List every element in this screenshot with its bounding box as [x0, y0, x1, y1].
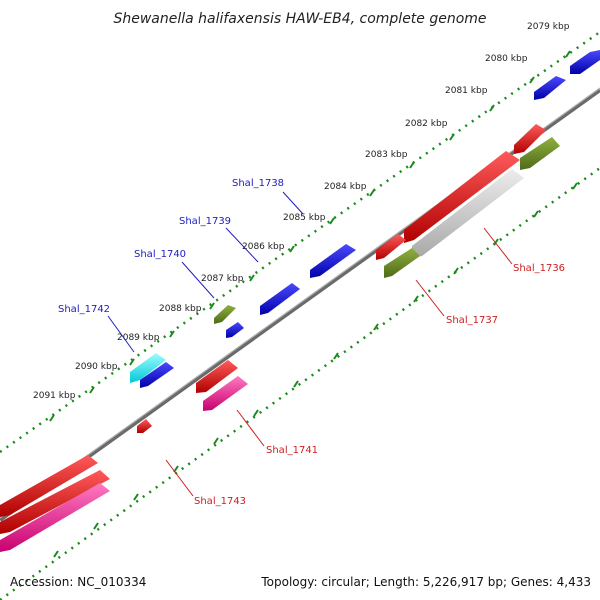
rrna-shal-1741[interactable]: [203, 376, 248, 411]
gene-block-2089-red[interactable]: [196, 360, 238, 393]
gene-label-shal-1742[interactable]: Shal_1742: [58, 304, 110, 315]
gene-block-2084-red[interactable]: [376, 234, 406, 260]
tick-label-2084: 2084 kbp: [324, 182, 367, 192]
tick-label-2081: 2081 kbp: [445, 86, 488, 96]
gene-block-shal-1736[interactable]: [412, 169, 524, 258]
major-ticks: [49, 50, 578, 558]
tick-label-2080: 2080 kbp: [485, 54, 528, 64]
forward-features: [130, 50, 600, 388]
gene-label-shal-1741[interactable]: Shal_1741: [266, 445, 318, 456]
tick-label-2086: 2086 kbp: [242, 242, 285, 252]
tick-label-2087: 2087 kbp: [201, 274, 244, 284]
tick-label-2091: 2091 kbp: [33, 391, 76, 401]
gene-label-shal-1739[interactable]: Shal_1739: [179, 216, 231, 227]
map-title: Shewanella halifaxensis HAW-EB4, complet…: [113, 11, 486, 27]
gene-label-shal-1738[interactable]: Shal_1738: [232, 178, 284, 189]
gene-label-shal-1736[interactable]: Shal_1736: [513, 263, 565, 274]
trna-shal-1737[interactable]: [384, 248, 420, 278]
gene-block-shal-1736-red[interactable]: [404, 151, 520, 243]
tick-label-2089: 2089 kbp: [117, 333, 160, 343]
gene-label-shal-1740[interactable]: Shal_1740: [134, 249, 186, 260]
gene-block-2082-red[interactable]: [514, 124, 546, 154]
gene-label-shal-1737[interactable]: Shal_1737: [446, 315, 498, 326]
gene-block-2090[interactable]: [140, 362, 174, 388]
tick-label-2082: 2082 kbp: [405, 119, 448, 129]
gene-block-shal-1740[interactable]: [226, 322, 244, 338]
tick-label-2088: 2088 kbp: [159, 304, 202, 314]
gene-block-shal-1738[interactable]: [310, 244, 356, 278]
gene-block-shal-1743[interactable]: [137, 419, 152, 433]
tick-label-2090: 2090 kbp: [75, 362, 118, 372]
gene-block-2080[interactable]: [534, 76, 566, 100]
gene-label-shal-1743[interactable]: Shal_1743: [194, 496, 246, 507]
trna-2088[interactable]: [214, 305, 236, 324]
misc-feature-shal-1742[interactable]: [130, 353, 166, 383]
tick-label-2085: 2085 kbp: [283, 213, 326, 223]
upper-tick-track: [0, 30, 600, 454]
topology-text: Topology: circular; Length: 5,226,917 bp…: [260, 575, 591, 589]
lower-tick-track: [0, 166, 600, 600]
reverse-features: [0, 124, 560, 552]
label-leaders: [107, 191, 513, 497]
trna-2082[interactable]: [520, 137, 560, 170]
gene-block-2091-red[interactable]: [0, 455, 98, 517]
tick-label-2083: 2083 kbp: [365, 150, 408, 160]
gene-block-2079[interactable]: [570, 50, 600, 74]
gene-block-shal-1739[interactable]: [260, 283, 300, 315]
rrna-2091[interactable]: [0, 483, 110, 552]
gene-block-2091-red-lower[interactable]: [0, 470, 110, 534]
accession-text: Accession: NC_010334: [10, 575, 146, 589]
tick-label-2079: 2079 kbp: [527, 22, 570, 32]
